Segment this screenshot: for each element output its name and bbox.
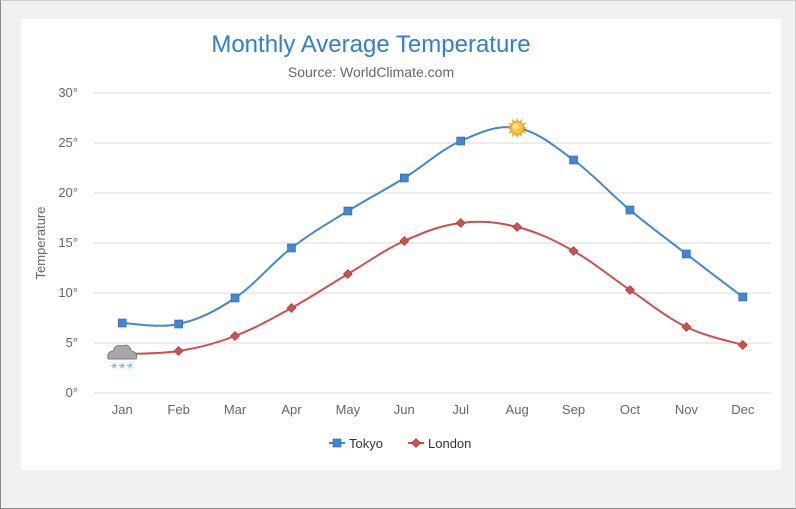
- data-point[interactable]: [230, 293, 240, 303]
- sun-highlight: [512, 123, 519, 130]
- legend-label: Tokyo: [349, 436, 383, 451]
- x-tick-label: Dec: [731, 402, 755, 417]
- x-tick-label: Nov: [675, 402, 699, 417]
- line-chart: Monthly Average Temperature Source: Worl…: [33, 31, 771, 451]
- y-tick-label: 20°: [58, 185, 78, 200]
- x-tick-label: Apr: [281, 402, 302, 417]
- data-point[interactable]: [456, 136, 466, 146]
- data-point[interactable]: [625, 285, 635, 295]
- data-point[interactable]: [738, 292, 748, 302]
- data-point[interactable]: [287, 243, 296, 253]
- sun-ray: [522, 126, 529, 130]
- data-point[interactable]: [737, 340, 748, 350]
- sun-ray: [506, 126, 512, 130]
- snowflake-icon: ✳: [126, 361, 134, 371]
- data-point[interactable]: [343, 206, 353, 216]
- data-point[interactable]: [399, 236, 410, 246]
- data-point[interactable]: [625, 205, 635, 215]
- chart-card: Monthly Average Temperature Source: Worl…: [21, 19, 781, 470]
- x-tick-label: Jun: [394, 402, 415, 417]
- y-tick-label: 25°: [58, 135, 78, 150]
- series-group: ✳ ✳ ✳: [107, 117, 748, 371]
- sun-icon[interactable]: [506, 117, 529, 139]
- chart-subtitle: Source: WorldClimate.com: [288, 64, 454, 80]
- legend-marker[interactable]: [332, 438, 342, 448]
- x-tick-label: Feb: [167, 402, 189, 417]
- x-tick-label: Jan: [112, 402, 133, 417]
- x-tick-label: Sep: [562, 402, 585, 417]
- series-london: ✳ ✳ ✳: [107, 218, 748, 371]
- y-tick-label: 0°: [66, 385, 78, 400]
- snow-cloud-icon[interactable]: ✳ ✳ ✳: [107, 344, 138, 371]
- chart-title: Monthly Average Temperature: [211, 31, 530, 58]
- y-tick-label: 15°: [58, 235, 78, 250]
- legend[interactable]: Tokyo London: [329, 436, 471, 451]
- data-point[interactable]: [682, 249, 691, 259]
- snowflake-icon: ✳: [110, 361, 118, 371]
- data-point[interactable]: [174, 319, 183, 329]
- data-point[interactable]: [568, 246, 579, 256]
- data-point[interactable]: [230, 331, 240, 341]
- legend-label: London: [428, 436, 471, 451]
- grid: 0° 5° 10° 15° 20° 25° 30°: [58, 85, 771, 400]
- data-point[interactable]: [455, 218, 466, 228]
- x-tick-label: May: [336, 402, 361, 417]
- x-axis: Jan Feb Mar Apr May Jun Jul Aug Sep Oct Nov Dec: [112, 402, 755, 417]
- series-line: [122, 220, 744, 355]
- x-tick-label: Jul: [452, 402, 469, 417]
- data-point[interactable]: [681, 322, 692, 332]
- series-tokyo: [117, 117, 748, 329]
- cloud-shape: [107, 344, 138, 360]
- data-point[interactable]: [512, 222, 523, 232]
- x-tick-label: Oct: [620, 402, 641, 417]
- x-tick-label: Aug: [506, 402, 529, 417]
- y-tick-label: 30°: [58, 85, 78, 100]
- data-point[interactable]: [286, 303, 297, 313]
- y-tick-label: 10°: [58, 285, 78, 300]
- legend-marker[interactable]: [411, 438, 421, 448]
- snowflake-icon: ✳: [118, 361, 126, 371]
- x-tick-label: Mar: [224, 402, 247, 417]
- sun-ray: [515, 133, 519, 139]
- legend-item-london[interactable]: London: [408, 436, 471, 451]
- data-point[interactable]: [173, 346, 184, 356]
- data-point[interactable]: [399, 173, 409, 183]
- series-line: [122, 126, 744, 327]
- data-point[interactable]: [117, 318, 127, 328]
- y-axis-title: Temperature: [33, 207, 48, 280]
- legend-item-tokyo[interactable]: Tokyo: [329, 436, 383, 451]
- y-tick-label: 5°: [66, 335, 78, 350]
- data-point[interactable]: [342, 269, 353, 279]
- data-point[interactable]: [569, 155, 578, 165]
- sun-ray: [515, 117, 519, 123]
